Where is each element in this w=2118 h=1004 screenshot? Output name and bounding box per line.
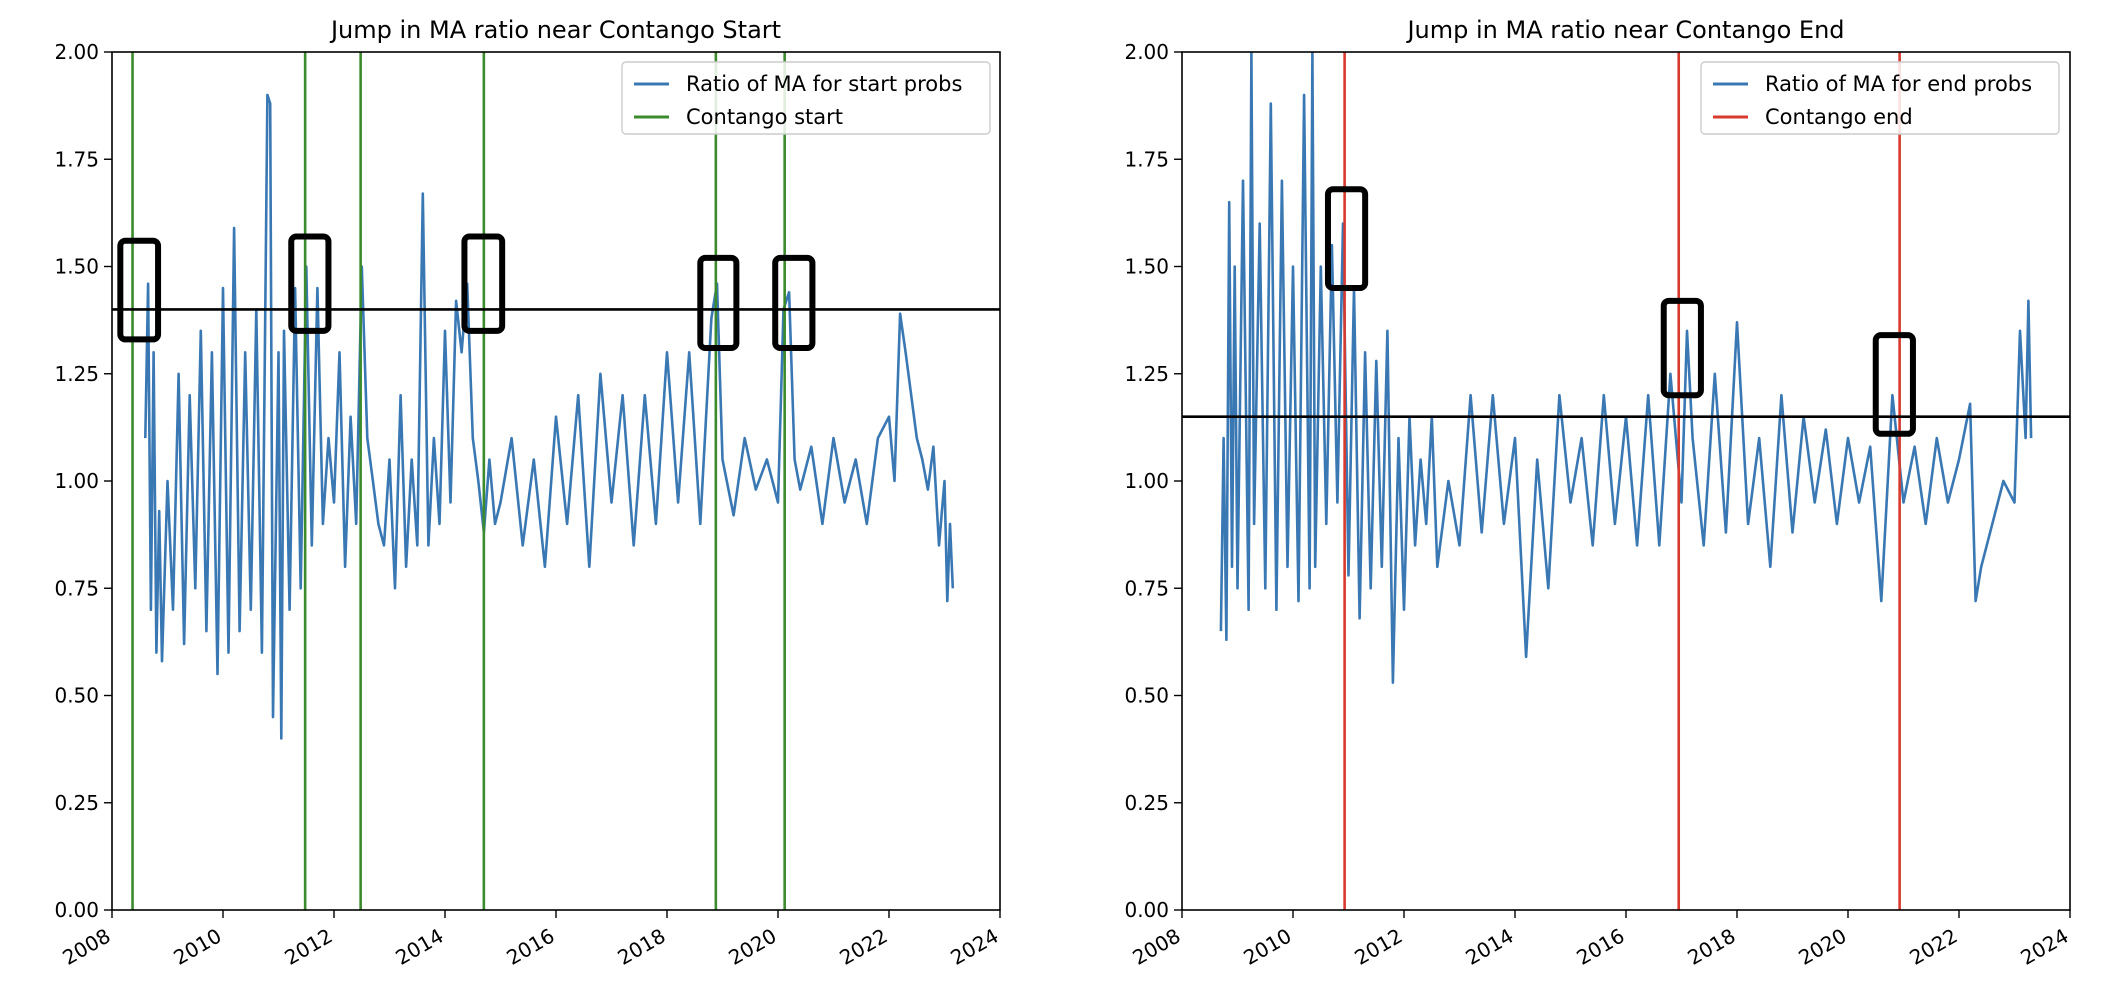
x-tick-label: 2020 [1794,924,1850,970]
y-tick-label: 0.25 [54,791,99,815]
y-tick-label: 0.00 [1124,898,1169,922]
y-tick-label: 1.25 [54,362,99,386]
plot-area [112,52,1000,910]
legend: Ratio of MA for end probs Contango end [1700,61,2060,135]
y-tick-label: 1.50 [1124,255,1169,279]
legend-label: Contango end [1765,105,1913,129]
highlight-box-3 [461,233,506,334]
y-tick-label: 1.75 [54,147,99,171]
legend-box [621,61,991,135]
x-tick-label: 2016 [1572,924,1628,970]
legend-label: Contango start [686,105,843,129]
highlight-box-1 [1324,186,1369,291]
axes-frame [111,51,1001,911]
series-line-1 [144,93,955,740]
y-tick-label: 0.75 [1124,576,1169,600]
y-tick-label: 1.75 [1124,147,1169,171]
y-tick-label: 1.50 [54,255,99,279]
chart-panel-2: 0.00 0.25 0.50 0.75 1.00 1.25 1.50 1.75 2.00 2008… [1124,16,2072,970]
y-tick-label: 1.25 [1124,362,1169,386]
x-tick-label: 2024 [946,924,1002,970]
x-tick-label: 2020 [724,924,780,970]
x-tick-label: 2022 [835,924,891,970]
highlight-box-1 [117,237,162,343]
y-tick-label: 0.00 [54,898,99,922]
x-tick-label: 2010 [1239,924,1295,970]
y-tick-label: 2.00 [54,40,99,64]
series-line-2 [1219,52,2033,684]
legend-label: Ratio of MA for end probs [1765,72,2032,96]
x-tick-label: 2014 [1461,924,1517,970]
x-tick-label: 2012 [1350,924,1406,970]
x-tick-label: 2008 [1128,924,1184,970]
chart-title: Jump in MA ratio near Contango Start [329,16,781,44]
y-tick-label: 0.50 [1124,684,1169,708]
x-tick-label: 2016 [502,924,558,970]
y-tick-label: 1.00 [54,469,99,493]
x-tick-label: 2008 [58,924,114,970]
highlight-box-2 [288,233,332,334]
x-tick-label: 2022 [1905,924,1961,970]
x-tick-label: 2010 [169,924,225,970]
y-tick-label: 0.75 [54,576,99,600]
x-tick-label: 2018 [1683,924,1739,970]
highlight-box-3 [1872,332,1916,437]
x-tick-label: 2018 [613,924,669,970]
legend-box [1700,61,2060,135]
highlight-box-4 [697,254,740,352]
highlight-box-5 [772,254,816,352]
y-tick-label: 0.50 [54,684,99,708]
highlight-box-2 [1660,297,1704,399]
x-tick-label: 2012 [280,924,336,970]
x-tick-label: 2024 [2016,924,2072,970]
legend-label: Ratio of MA for start probs [686,72,962,96]
chart-title: Jump in MA ratio near Contango End [1405,16,1844,44]
legend: Ratio of MA for start probs Contango star… [621,61,991,135]
y-tick-label: 2.00 [1124,40,1169,64]
x-tick-label: 2014 [391,924,447,970]
plot-area [1182,52,2070,910]
chart-panel-1: 0.00 0.25 0.50 0.75 1.00 1.25 1.50 1.75 2.00 2008… [54,16,1002,970]
y-tick-label: 1.00 [1124,469,1169,493]
y-tick-label: 0.25 [1124,791,1169,815]
